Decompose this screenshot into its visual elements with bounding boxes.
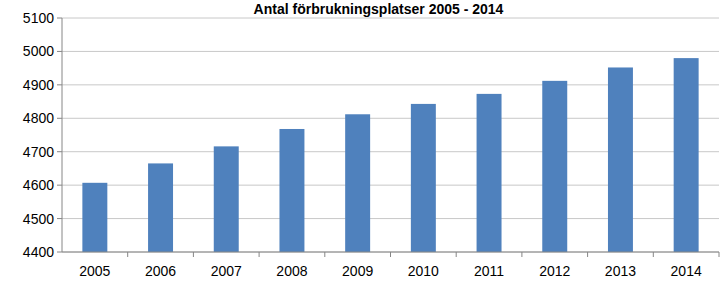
x-tick-label: 2012 xyxy=(539,263,570,279)
x-tick xyxy=(653,252,654,257)
x-tick-label: 2006 xyxy=(145,263,176,279)
y-tick-label: 4900 xyxy=(23,77,54,93)
y-tick xyxy=(57,218,62,219)
x-tick xyxy=(127,252,128,257)
y-tick-label: 4700 xyxy=(23,144,54,160)
bars xyxy=(82,58,698,252)
y-tick-label: 5000 xyxy=(23,43,54,59)
grid-line xyxy=(62,18,719,19)
x-tick xyxy=(456,252,457,257)
bar xyxy=(674,58,699,252)
bar xyxy=(608,67,633,252)
x-tick xyxy=(521,252,522,257)
chart-svg: Antal förbrukningsplatser 2005 - 2014 440… xyxy=(0,0,723,285)
y-tick xyxy=(57,18,62,19)
x-tick-label: 2005 xyxy=(79,263,110,279)
y-axis xyxy=(62,18,63,252)
y-tick-label: 4600 xyxy=(23,177,54,193)
y-tick xyxy=(57,151,62,152)
y-tick xyxy=(57,185,62,186)
grid-line xyxy=(62,51,719,52)
y-tick-label: 4500 xyxy=(23,211,54,227)
chart-container: Antal förbrukningsplatser 2005 - 2014 440… xyxy=(0,0,723,285)
y-tick-label: 4800 xyxy=(23,110,54,126)
x-tick xyxy=(390,252,391,257)
x-tick xyxy=(259,252,260,257)
y-tick-label: 5100 xyxy=(23,10,54,26)
bar xyxy=(411,104,436,252)
x-tick-label: 2011 xyxy=(474,263,504,279)
x-tick-label: 2013 xyxy=(605,263,636,279)
x-tick xyxy=(193,252,194,257)
bar xyxy=(214,146,239,252)
x-tick xyxy=(587,252,588,257)
x-tick-label: 2014 xyxy=(671,263,702,279)
y-tick-label: 4400 xyxy=(23,244,54,260)
bar xyxy=(82,183,107,252)
y-tick xyxy=(57,252,62,253)
y-tick xyxy=(57,84,62,85)
x-tick-label: 2008 xyxy=(276,263,307,279)
bar xyxy=(345,114,370,252)
x-tick-label: 2009 xyxy=(342,263,373,279)
y-tick xyxy=(57,118,62,119)
x-tick-label: 2010 xyxy=(408,263,439,279)
bar xyxy=(477,94,502,252)
bar xyxy=(148,163,173,252)
x-tick-label: 2007 xyxy=(211,263,242,279)
chart-title: Antal förbrukningsplatser 2005 - 2014 xyxy=(254,1,504,17)
x-tick xyxy=(719,252,720,257)
x-tick xyxy=(324,252,325,257)
bar xyxy=(279,129,304,252)
bar xyxy=(542,81,567,252)
y-tick xyxy=(57,51,62,52)
